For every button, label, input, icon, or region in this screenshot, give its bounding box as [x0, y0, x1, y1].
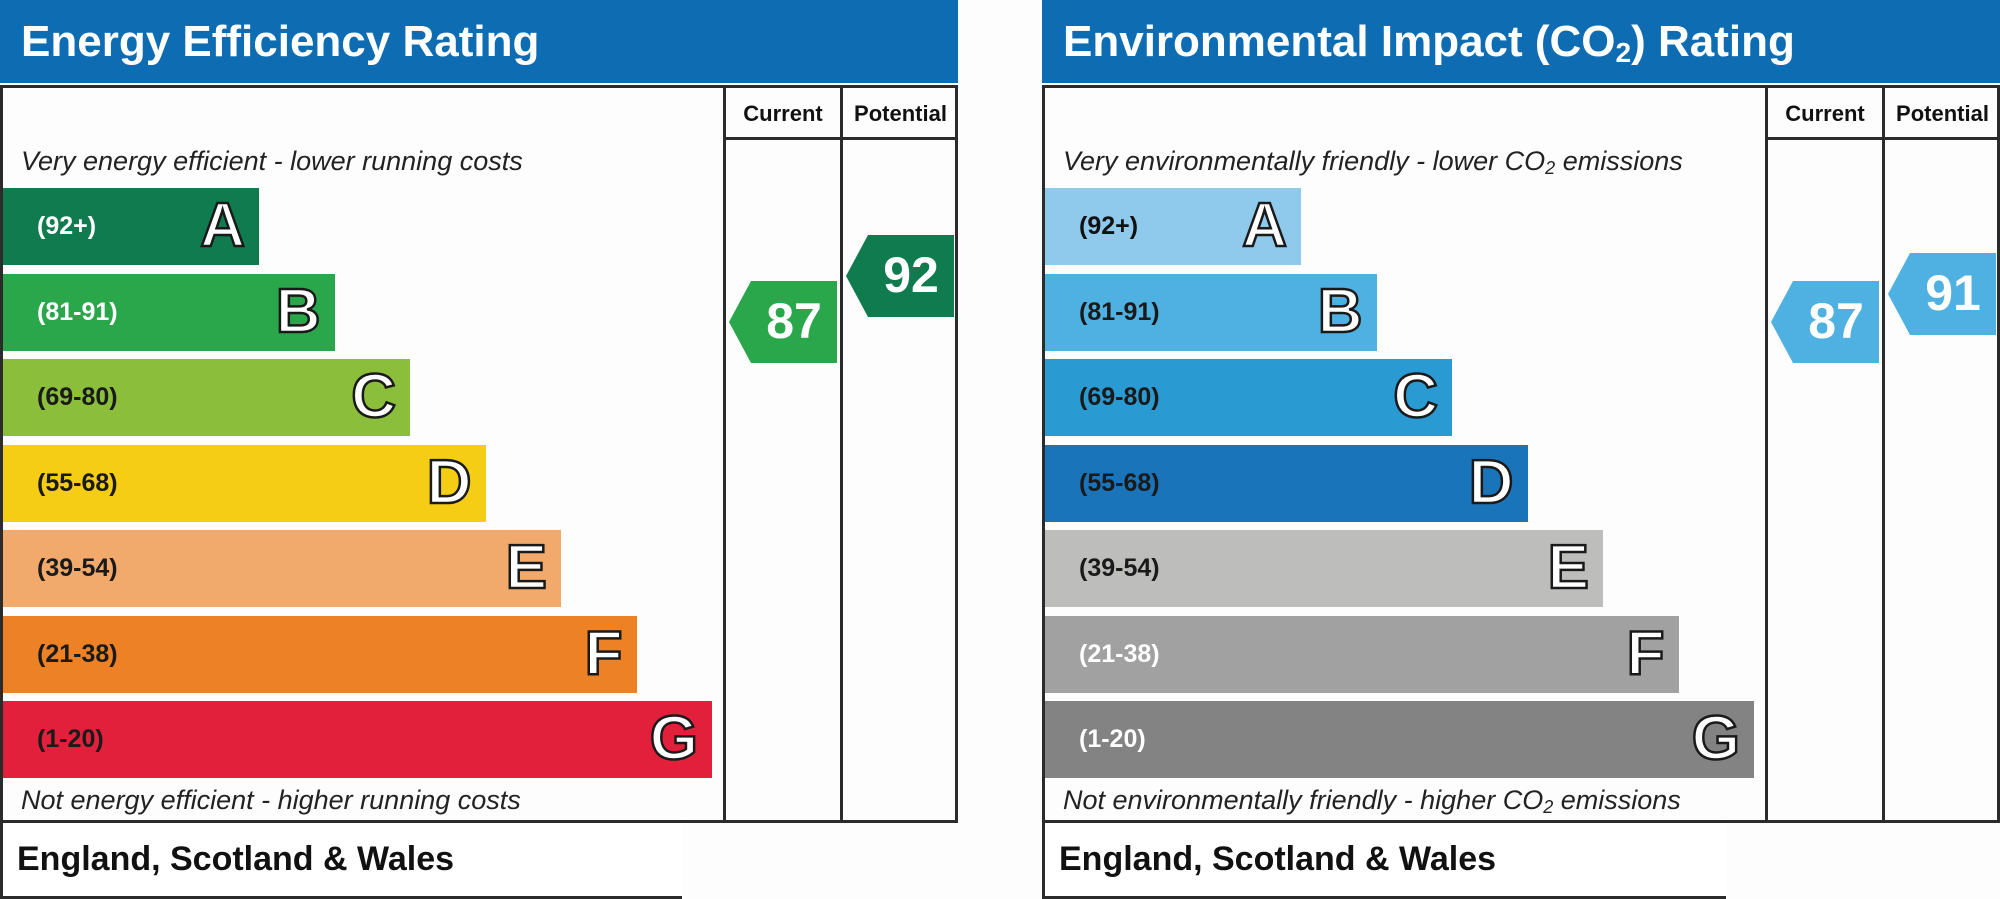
band-g: (1-20) G — [3, 701, 712, 778]
current-rating-arrow: 87 — [1771, 281, 1879, 363]
band-d: (55-68) D — [3, 444, 486, 522]
bottom-description: Not environmentally friendly - higher CO… — [1063, 785, 1681, 817]
band-letter: B — [274, 275, 321, 347]
band-range-label: (21-38) — [37, 639, 118, 668]
rating-value: 91 — [1925, 265, 1981, 321]
region-footer: England, Scotland & Wales — [1042, 823, 1726, 899]
column-header-potential: Potential — [1896, 101, 1989, 126]
band-letter: A — [199, 190, 246, 262]
column-header-current: Current — [1785, 101, 1865, 126]
band-range-label: (69-80) — [37, 383, 118, 411]
band-f: (21-38) F — [1045, 615, 1679, 693]
band-letter: G — [1691, 703, 1742, 775]
band-b: (81-91) B — [1045, 273, 1377, 351]
potential-rating-arrow: 92 — [846, 235, 954, 317]
potential-rating-arrow: 91 — [1888, 253, 1996, 335]
rating-value: 87 — [766, 293, 822, 349]
column-divider — [1765, 88, 1768, 820]
column-divider — [1882, 88, 1885, 820]
band-d: (55-68) D — [1045, 444, 1528, 522]
chart-title: Environmental Impact (CO2) Rating — [1042, 0, 2000, 83]
column-header-current: Current — [743, 101, 823, 126]
band-range-label: (1-20) — [37, 725, 104, 753]
current-rating-arrow: 87 — [729, 281, 837, 363]
top-description: Very energy efficient - lower running co… — [21, 146, 523, 176]
column-divider — [723, 88, 726, 820]
energy-efficiency-chart: Energy Efficiency Rating Current Potenti… — [0, 0, 958, 899]
band-a: (92+) A — [1045, 188, 1301, 265]
band-range-label: (1-20) — [1079, 725, 1146, 753]
band-b: (81-91) B — [3, 273, 335, 351]
band-letter: E — [504, 532, 548, 604]
band-range-label: (92+) — [1079, 212, 1139, 240]
band-range-label: (81-91) — [37, 297, 118, 326]
band-c: (69-80) C — [1045, 359, 1452, 436]
band-g: (1-20) G — [1045, 701, 1754, 778]
chart-title: Energy Efficiency Rating — [0, 0, 958, 83]
chart-frame: Current Potential Very energy efficient … — [0, 85, 958, 823]
band-e: (39-54) E — [3, 530, 561, 607]
band-range-label: (55-68) — [1079, 468, 1160, 497]
band-c: (69-80) C — [3, 359, 410, 436]
band-letter: F — [583, 617, 623, 689]
bottom-description: Not energy efficient - higher running co… — [21, 785, 521, 815]
band-range-label: (92+) — [37, 212, 97, 240]
band-letter: D — [1467, 446, 1514, 518]
header-divider — [1765, 137, 2000, 140]
band-letter: F — [1625, 617, 1665, 689]
band-letter: C — [1392, 361, 1439, 433]
band-letter: D — [425, 446, 472, 518]
band-range-label: (39-54) — [1079, 554, 1160, 582]
band-range-label: (21-38) — [1079, 639, 1160, 668]
column-header-potential: Potential — [854, 101, 947, 126]
band-range-label: (69-80) — [1079, 383, 1160, 411]
column-divider — [840, 88, 843, 820]
band-range-label: (39-54) — [37, 554, 118, 582]
band-letter: G — [649, 703, 700, 775]
region-footer: England, Scotland & Wales — [0, 823, 682, 899]
band-letter: E — [1546, 532, 1590, 604]
header-divider — [723, 137, 958, 140]
band-letter: A — [1241, 190, 1288, 262]
rating-value: 87 — [1808, 293, 1864, 349]
band-a: (92+) A — [3, 188, 259, 265]
chart-frame: Current Potential Very environmentally f… — [1042, 85, 2000, 823]
band-range-label: (55-68) — [37, 468, 118, 497]
band-f: (21-38) F — [3, 615, 637, 693]
band-letter: B — [1316, 275, 1363, 347]
band-e: (39-54) E — [1045, 530, 1603, 607]
band-range-label: (81-91) — [1079, 297, 1160, 326]
environmental-impact-chart: Environmental Impact (CO2) Rating Curren… — [1042, 0, 2000, 899]
top-description: Very environmentally friendly - lower CO… — [1063, 146, 1683, 178]
rating-value: 92 — [883, 247, 939, 303]
band-letter: C — [350, 361, 397, 433]
